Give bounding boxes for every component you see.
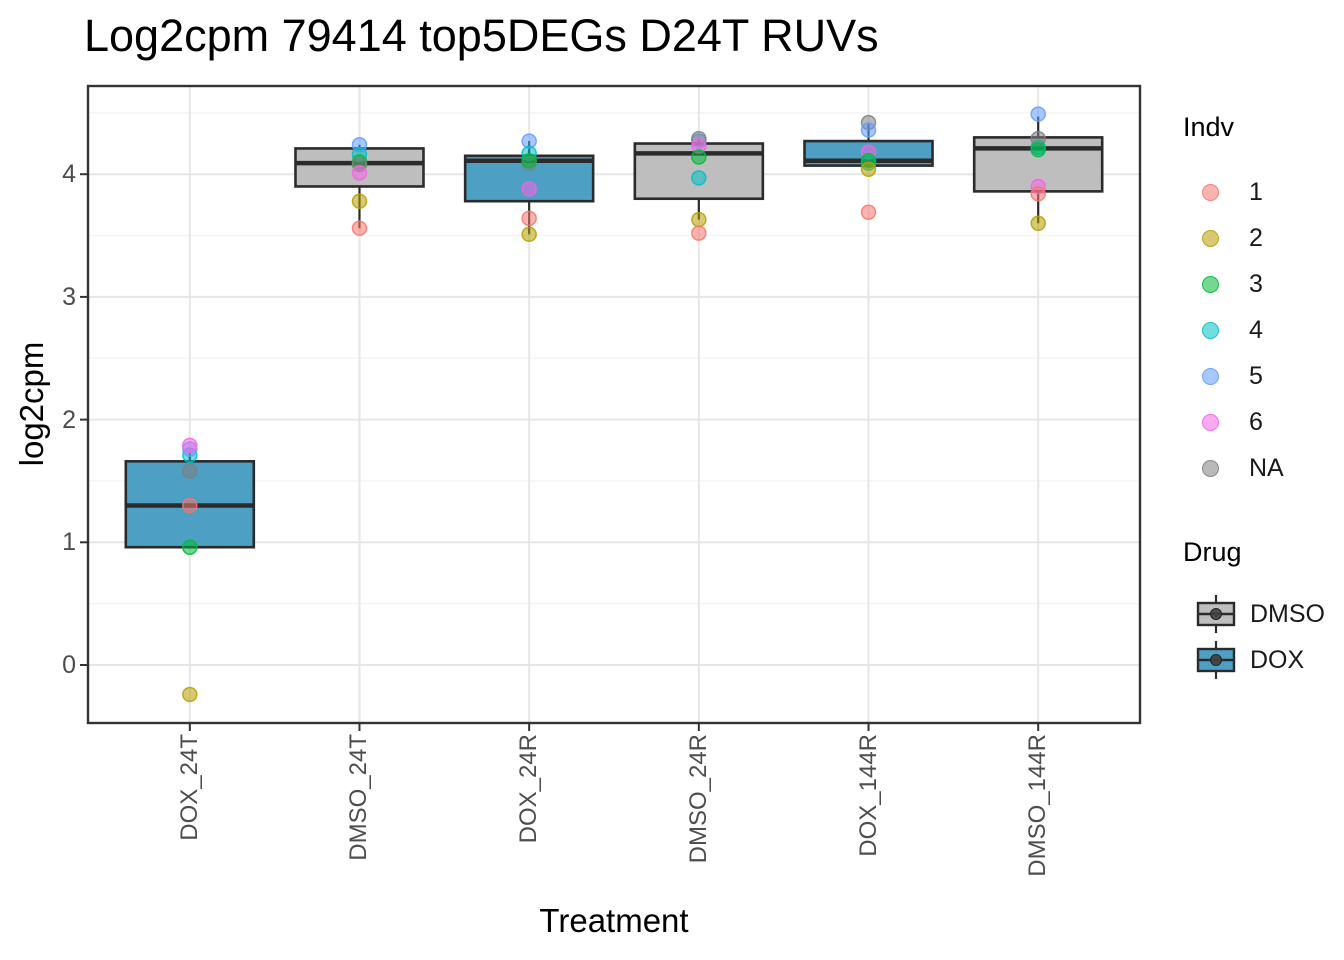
legend-boxplot-key-icon [1196, 595, 1236, 633]
data-point-indv-1 [182, 497, 198, 514]
data-point-indv-6 [521, 181, 537, 197]
data-point-indv-3 [691, 149, 707, 165]
x-tick-label-DOX_144R: DOX_144R [854, 734, 882, 857]
x-tick-label-DMSO_24R: DMSO_24R [684, 734, 712, 864]
data-point-indv-6 [351, 165, 368, 181]
data-point-indv-3 [521, 152, 537, 169]
legend-indv-title: Indv [1183, 112, 1235, 142]
y-tick-label-2: 2 [62, 405, 76, 434]
legend-indv-entry-2: 2 [1196, 215, 1263, 261]
data-point-indv-NA [182, 463, 198, 479]
legend-boxplot-key-icon [1196, 641, 1236, 679]
chart-title: Log2cpm 79414 top5DEGs D24T RUVs [84, 10, 879, 61]
x-axis-title: Treatment [539, 902, 689, 939]
legend-indv-entry-6: 6 [1196, 399, 1263, 445]
legend-drug-entry-DOX: DOX [1196, 637, 1304, 683]
data-point-indv-5 [1030, 106, 1046, 122]
legend-indv-label: 3 [1249, 269, 1263, 298]
legend-indv-label: 5 [1249, 361, 1263, 390]
legend-indv-label: 6 [1249, 407, 1263, 436]
panel-background [88, 86, 1140, 723]
y-tick-label-4: 4 [62, 160, 76, 189]
legend-indv: Indv [1183, 112, 1234, 143]
data-point-indv-1 [1030, 186, 1046, 202]
legend-drug-label: DMSO [1250, 599, 1325, 628]
legend-drug: Drug [1183, 537, 1242, 568]
data-point-indv-3 [182, 539, 198, 555]
data-point-indv-1 [351, 220, 368, 236]
legend-point-icon [1202, 275, 1219, 293]
legend-indv-label: NA [1249, 453, 1284, 482]
legend-indv-entry-NA: NA [1196, 445, 1284, 491]
data-point-indv-2 [351, 193, 368, 209]
data-point-indv-1 [691, 225, 707, 241]
y-axis-title: log2cpm [13, 341, 50, 467]
data-point-indv-5 [860, 122, 877, 138]
legend-drug-title: Drug [1183, 537, 1242, 567]
legend-point-icon [1202, 183, 1219, 201]
legend-point-icon [1202, 413, 1219, 431]
legend-indv-label: 1 [1249, 177, 1263, 206]
x-tick-label-DMSO_144R: DMSO_144R [1024, 734, 1052, 877]
legend-point-icon [1202, 229, 1219, 247]
legend-indv-label: 4 [1249, 315, 1263, 344]
data-point-indv-4 [691, 170, 707, 186]
legend-indv-entry-1: 1 [1196, 169, 1263, 215]
y-tick-label-1: 1 [62, 528, 76, 557]
legend-indv-label: 2 [1249, 223, 1263, 252]
data-point-indv-2 [691, 211, 707, 228]
data-point-indv-3 [1030, 141, 1046, 158]
data-point-indv-1 [860, 204, 877, 220]
legend-indv-entry-5: 5 [1196, 353, 1263, 399]
legend-point-icon [1202, 367, 1219, 385]
legend-indv-entry-3: 3 [1196, 261, 1263, 307]
legend-point-icon [1202, 459, 1219, 477]
data-point-indv-2 [1030, 215, 1046, 232]
data-point-indv-2 [860, 161, 877, 178]
data-point-indv-2 [521, 226, 537, 243]
data-point-indv-1 [521, 210, 537, 227]
y-tick-label-3: 3 [62, 282, 76, 311]
x-tick-label-DMSO_24T: DMSO_24T [345, 734, 373, 861]
data-point-indv-2 [182, 686, 198, 703]
legend-point-icon [1202, 321, 1219, 339]
legend-drug-label: DOX [1250, 645, 1305, 674]
panel-border [86, 84, 1142, 725]
y-tick-label-0: 0 [62, 651, 76, 679]
x-tick-label-DOX_24T: DOX_24T [175, 734, 203, 841]
legend-drug-entry-DMSO: DMSO [1196, 591, 1325, 637]
data-point-indv-6 [182, 437, 198, 454]
legend-indv-entry-4: 4 [1196, 307, 1263, 353]
x-tick-label-DOX_24R: DOX_24R [515, 734, 543, 844]
